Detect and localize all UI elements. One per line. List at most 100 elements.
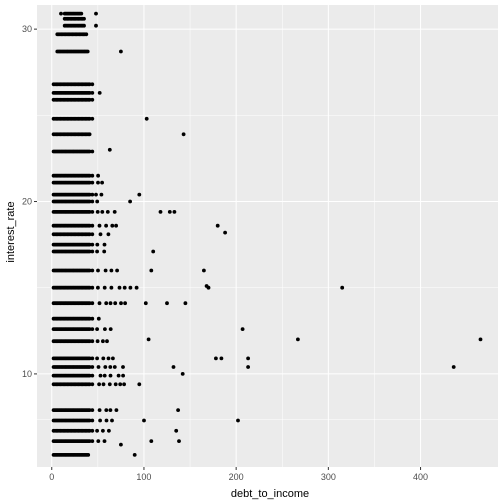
data-point: [87, 327, 92, 331]
data-point: [107, 147, 112, 152]
data-point: [103, 268, 108, 273]
data-point: [87, 408, 92, 412]
y-tick-label: 30: [22, 24, 32, 34]
data-point: [87, 180, 92, 185]
data-point: [90, 339, 95, 344]
data-point: [215, 223, 220, 228]
data-point: [102, 285, 107, 290]
data-point: [90, 382, 95, 387]
data-point: [204, 284, 209, 288]
data-point: [90, 242, 95, 247]
data-point: [90, 439, 95, 443]
data-point: [87, 339, 92, 344]
data-point: [87, 301, 92, 306]
data-point: [87, 316, 92, 321]
data-point: [132, 453, 137, 457]
data-point: [87, 116, 92, 121]
x-tick-label: 100: [136, 472, 151, 482]
data-point: [181, 132, 186, 137]
data-point: [149, 439, 154, 443]
data-point: [104, 408, 109, 412]
data-point: [102, 439, 107, 443]
data-point: [112, 365, 117, 369]
data-point: [96, 268, 100, 273]
data-point: [97, 301, 102, 306]
data-point: [96, 285, 100, 290]
data-point: [96, 180, 100, 185]
data-point: [87, 210, 92, 214]
y-tick-label: 10: [22, 369, 32, 379]
data-point: [97, 91, 102, 95]
data-point: [246, 365, 251, 369]
data-point: [90, 249, 95, 254]
data-point: [87, 97, 92, 102]
data-point: [123, 301, 127, 306]
data-point: [90, 210, 95, 214]
data-point: [219, 356, 224, 361]
data-point: [246, 356, 251, 361]
data-point: [87, 223, 92, 228]
data-point: [115, 268, 119, 273]
data-point: [103, 327, 107, 331]
data-point: [108, 365, 113, 369]
data-point: [108, 408, 113, 412]
data-point: [122, 382, 126, 387]
data-point: [106, 232, 111, 237]
data-point: [87, 418, 92, 423]
data-point: [158, 210, 163, 214]
data-point: [119, 49, 123, 54]
data-point: [95, 242, 100, 247]
data-point: [90, 356, 95, 361]
data-point: [112, 210, 117, 214]
data-point: [96, 316, 101, 321]
data-point: [86, 453, 91, 457]
data-point: [90, 408, 95, 412]
data-point: [109, 285, 114, 290]
data-point: [97, 382, 101, 387]
data-point: [113, 301, 118, 306]
data-point: [95, 356, 99, 361]
data-point: [110, 418, 114, 423]
data-point: [98, 232, 103, 237]
x-tick-label: 0: [49, 472, 54, 482]
y-tick-label: 20: [22, 197, 32, 207]
data-point: [79, 11, 84, 16]
data-point: [87, 149, 92, 154]
data-point: [110, 223, 115, 228]
data-point: [87, 232, 92, 237]
data-point: [214, 356, 218, 361]
data-point: [183, 301, 188, 306]
data-point: [105, 339, 109, 344]
data-point: [90, 91, 95, 95]
data-point: [101, 339, 105, 344]
data-point: [165, 301, 169, 306]
data-point: [128, 285, 133, 290]
data-point: [90, 97, 95, 102]
data-point: [59, 11, 63, 16]
data-point: [87, 373, 92, 378]
data-point: [95, 428, 99, 433]
data-point: [109, 268, 114, 273]
data-point: [90, 173, 95, 178]
x-tick-label: 400: [413, 472, 428, 482]
data-point: [102, 373, 107, 378]
data-point: [95, 249, 99, 254]
data-point: [87, 82, 92, 87]
x-tick-label: 300: [321, 472, 336, 482]
data-point: [167, 210, 172, 214]
data-point: [101, 428, 105, 433]
data-point: [94, 11, 98, 16]
data-point: [100, 180, 104, 185]
data-point: [236, 418, 240, 423]
data-point: [87, 382, 92, 387]
data-point: [87, 173, 92, 178]
data-point: [113, 382, 118, 387]
data-point: [97, 408, 102, 412]
data-point: [137, 192, 142, 197]
data-point: [84, 32, 89, 37]
data-point: [98, 373, 103, 378]
data-point: [94, 23, 98, 28]
data-point: [100, 210, 105, 214]
data-point: [134, 285, 139, 290]
